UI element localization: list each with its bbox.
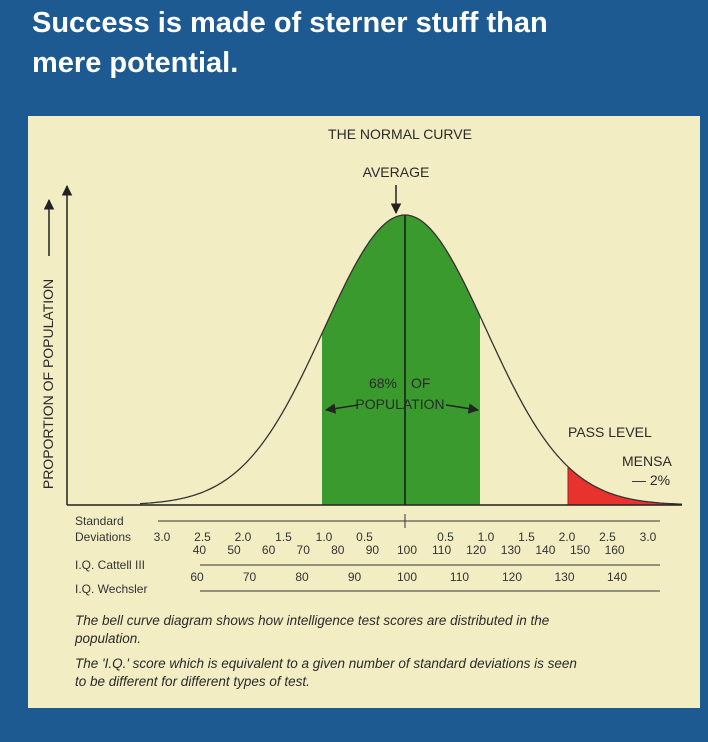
caption: to be different for different types of t… — [75, 674, 310, 689]
scale-label: I.Q. Wechsler — [75, 582, 147, 596]
scale-tick-label: 140 — [535, 543, 555, 557]
scale-tick-label: 130 — [501, 543, 521, 557]
scale-tick-label: 2.0 — [559, 530, 576, 544]
scale-tick-label: 90 — [348, 570, 362, 584]
bell-curve — [139, 214, 683, 505]
scale-tick-label: 120 — [466, 543, 486, 557]
inside-label: 68% — [369, 375, 397, 391]
scale-tick-label: 0.5 — [437, 530, 454, 544]
scale-tick-label: 1.0 — [316, 530, 333, 544]
scale-tick-label: 140 — [607, 570, 627, 584]
scale-label: Deviations — [75, 530, 131, 544]
scale-tick-label: 100 — [397, 570, 417, 584]
scale-tick-label: 1.5 — [275, 530, 292, 544]
scale-tick-label: 3.0 — [154, 530, 171, 544]
inside-arrow — [445, 403, 480, 414]
caption: population. — [74, 631, 141, 646]
scale-tick-label: 90 — [366, 543, 380, 557]
scale-tick-label: 1.5 — [518, 530, 535, 544]
scale-tick-label: 1.0 — [478, 530, 495, 544]
inside-arrow — [324, 403, 359, 414]
scale-tick-label: 2.5 — [599, 530, 616, 544]
mensa: MENSA — [622, 453, 672, 469]
mensa-share: — 2% — [632, 472, 670, 488]
inside-label: OF — [411, 375, 430, 391]
scale-label: I.Q. Cattell III — [75, 558, 145, 572]
scale-tick-label: 70 — [243, 570, 257, 584]
scale-tick-label: 80 — [331, 543, 345, 557]
pass-level: PASS LEVEL — [568, 424, 652, 440]
scale-tick-label: 2.0 — [235, 530, 252, 544]
scale-tick-label: 70 — [297, 543, 311, 557]
headline: mere potential. — [32, 47, 238, 79]
y-axis-label: PROPORTION OF POPULATION — [40, 279, 56, 489]
scale-label: Standard — [75, 514, 124, 528]
scale-tick-label: 50 — [227, 543, 241, 557]
scale-tick-label: 40 — [193, 543, 207, 557]
scale-tick-label: 110 — [432, 543, 451, 557]
average-label: AVERAGE — [363, 164, 430, 180]
caption: The 'I.Q.' score which is equivalent to … — [75, 656, 577, 671]
mensa-area — [568, 466, 682, 505]
scale-tick-label: 60 — [190, 570, 204, 584]
diagram-title: THE NORMAL CURVE — [328, 126, 472, 142]
inside-label: POPULATION — [355, 396, 444, 412]
scale-tick-label: 150 — [570, 543, 590, 557]
caption: The bell curve diagram shows how intelli… — [75, 613, 549, 628]
middle-area — [322, 215, 480, 505]
scale-tick-label: 110 — [450, 570, 469, 584]
scale-tick-label: 0.5 — [356, 530, 373, 544]
scale-tick-label: 100 — [397, 543, 417, 557]
scale-tick-label: 120 — [502, 570, 522, 584]
scale-tick-label: 130 — [554, 570, 574, 584]
headline: Success is made of sterner stuff than — [32, 7, 548, 39]
scale-tick-label: 160 — [605, 543, 625, 557]
scale-tick-label: 2.5 — [194, 530, 211, 544]
curve — [139, 214, 683, 505]
scale-tick-label: 80 — [295, 570, 309, 584]
scale-tick-label: 60 — [262, 543, 276, 557]
scale-tick-label: 3.0 — [640, 530, 657, 544]
